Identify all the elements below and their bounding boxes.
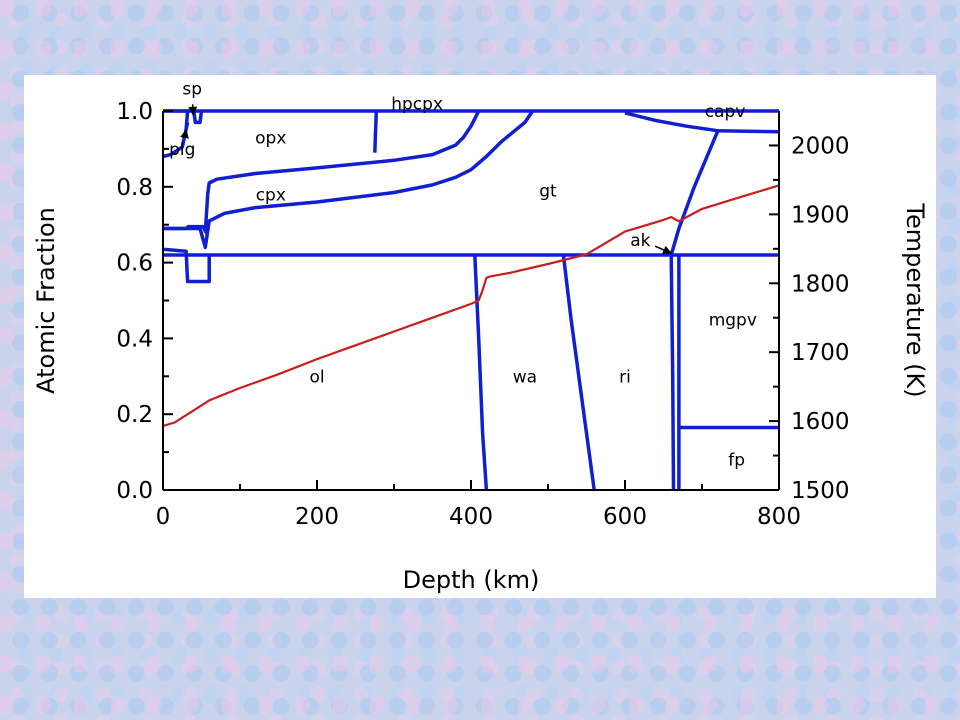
phase-boundary-wa-ri (561, 254, 596, 491)
chart-axes (162, 110, 780, 491)
annotation-arrow-plg (180, 129, 189, 139)
y2-axis-title: Temperature (K) (901, 202, 929, 397)
y-tick-label: 1.0 (116, 99, 153, 125)
phase-boundary-sp-left (184, 109, 190, 131)
chart-texts: 0 200 400 600 800 0.0 0.2 0.4 0.6 0.8 1.0 1500 1600 1… (32, 79, 929, 594)
x-tick-label: 400 (449, 504, 493, 530)
chart-marks (162, 109, 780, 491)
region-label-wa: wa (513, 367, 537, 387)
y-tick-label: 0.6 (116, 251, 153, 277)
y-tick-label: 0.4 (116, 326, 153, 352)
phase-boundary-plg-sp-ol (162, 247, 211, 284)
phase-boundary-opx-cpx (203, 110, 481, 233)
region-label-fp: fp (728, 451, 745, 471)
region-label-opx: opx (255, 129, 286, 149)
y2-tick-label: 1500 (791, 478, 850, 504)
y2-tick-label: 2000 (791, 133, 850, 159)
region-label-gt: gt (539, 182, 557, 202)
y2-tick-label: 1600 (791, 409, 850, 435)
region-label-hpcpx: hpcpx (391, 94, 443, 114)
x-tick-label: 800 (757, 504, 801, 530)
y-axis-title: Atomic Fraction (32, 207, 60, 394)
phase-boundary-sp-right (192, 110, 204, 125)
phase-boundary-opx-hpcpx (373, 110, 379, 153)
x-tick-label: 200 (295, 504, 339, 530)
y-tick-label: 0.2 (116, 402, 153, 428)
phase-boundary-gt-capv (624, 111, 780, 134)
region-label-ri: ri (619, 367, 631, 387)
temperature-profile-line (162, 184, 780, 427)
annotation-ak: ak (630, 231, 650, 251)
phase-boundary-ol-wa (473, 254, 489, 491)
region-label-mgpv: mgpv (709, 310, 757, 330)
annotation-arrow-ak (654, 245, 673, 255)
annotation-plg: plg (169, 140, 195, 160)
figure-panel: 0 200 400 600 800 0.0 0.2 0.4 0.6 0.8 1.0 1500 1600 1… (24, 75, 936, 598)
phase-chart: 0 200 400 600 800 0.0 0.2 0.4 0.6 0.8 1.0 1500 1600 1… (32, 79, 929, 594)
x-axis-title: Depth (km) (403, 566, 540, 594)
y2-tick-label: 1700 (791, 340, 850, 366)
phase-boundary-cpx-gt (163, 110, 535, 250)
region-label-cpx: cpx (256, 185, 286, 205)
phase-boundary-gt-mgpv (669, 131, 720, 256)
annotation-sp: sp (182, 79, 202, 99)
y-tick-label: 0.8 (116, 175, 153, 201)
x-tick-label: 600 (603, 504, 647, 530)
y2-tick-label: 1900 (791, 202, 850, 228)
region-label-ol: ol (309, 367, 324, 387)
region-label-capv: capv (705, 102, 746, 122)
y2-tick-label: 1800 (791, 271, 850, 297)
phase-boundary-ri-mgpv (669, 254, 676, 491)
y-tick-label: 0.0 (116, 478, 153, 504)
x-tick-label: 0 (156, 504, 171, 530)
